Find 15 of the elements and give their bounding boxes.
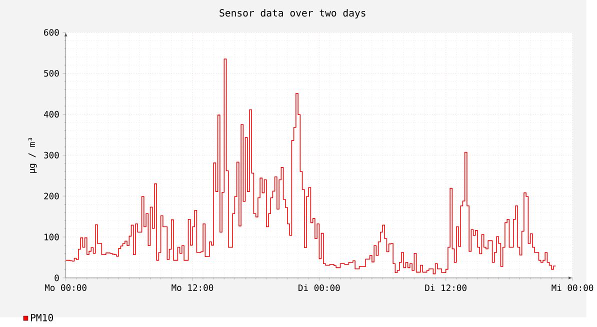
x-tick-label: Mi 00:00 xyxy=(552,284,594,292)
y-tick-label: 0 xyxy=(54,274,59,282)
y-tick-label: 400 xyxy=(44,111,59,118)
y-tick-label: 300 xyxy=(44,152,59,159)
x-tick-label: Mo 00:00 xyxy=(44,284,86,292)
x-tick-label: Mo 12:00 xyxy=(172,284,214,292)
chart-title: Sensor data over two days xyxy=(220,9,366,19)
legend-label: PM10 xyxy=(30,314,53,322)
y-tick-label: 600 xyxy=(44,29,59,36)
x-tick-label: Di 12:00 xyxy=(425,284,466,292)
y-axis-title: µg / m³ xyxy=(28,138,37,174)
x-tick-label: Di 00:00 xyxy=(298,284,340,292)
y-tick-label: 100 xyxy=(44,234,59,241)
y-tick-label: 200 xyxy=(44,192,59,200)
y-tick-label: 500 xyxy=(44,70,59,77)
